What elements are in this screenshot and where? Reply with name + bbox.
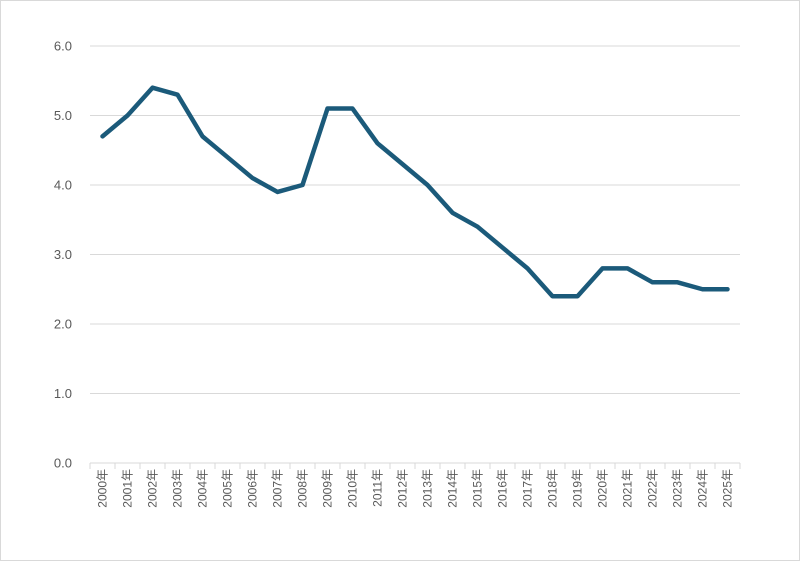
x-tick-label: 2015年: [471, 469, 485, 508]
y-tick-label: 4.0: [54, 178, 72, 193]
x-tick-label: 2008年: [296, 469, 310, 508]
x-tick-label: 2002年: [146, 469, 160, 508]
y-tick-label: 0.0: [54, 456, 72, 471]
x-tick-label: 2025年: [721, 469, 735, 508]
x-axis-ticks: 2000年 2001年 2002年 2003年 2004年 2005年 2006年 2007年…: [89, 463, 741, 508]
y-tick-label: 1.0: [54, 386, 72, 401]
x-tick-label: 2003年: [171, 469, 185, 508]
series-layer: [100, 85, 730, 299]
x-tick-label: 2000年: [96, 469, 110, 508]
x-tick-label: 2009年: [321, 469, 335, 508]
x-tick-label: 2017年: [521, 469, 535, 508]
x-tick-label: 2010年: [346, 469, 360, 508]
x-tick-label: 2005年: [221, 469, 235, 508]
y-tick-label: 3.0: [54, 247, 72, 262]
x-tick-label: 2021年: [621, 469, 635, 508]
x-tick-label: 2014年: [446, 469, 460, 508]
x-tick-label: 2016年: [496, 469, 510, 508]
y-axis-ticks: 0.0 1.0 2.0 3.0 4.0 5.0 6.0: [54, 39, 72, 471]
series-line: [100, 85, 730, 299]
x-tick-label: 2024年: [696, 469, 710, 508]
x-tick-label: 2012年: [396, 469, 410, 508]
x-tick-label: 2001年: [121, 469, 135, 508]
y-tick-label: 2.0: [54, 317, 72, 332]
x-tick-label: 2011年: [371, 469, 385, 507]
x-tick-label: 2020年: [596, 469, 610, 508]
x-tick-label: 2023年: [671, 469, 685, 508]
x-tick-label: 2018年: [546, 469, 560, 508]
x-tick-label: 2022年: [646, 469, 660, 508]
y-tick-label: 5.0: [54, 108, 72, 123]
x-tick-label: 2019年: [571, 469, 585, 508]
y-tick-label: 6.0: [54, 39, 72, 54]
gridlines: [90, 45, 740, 464]
x-tick-label: 2013年: [421, 469, 435, 508]
x-tick-label: 2006年: [246, 469, 260, 508]
x-tick-label: 2004年: [196, 469, 210, 508]
x-tick-label: 2007年: [271, 469, 285, 508]
